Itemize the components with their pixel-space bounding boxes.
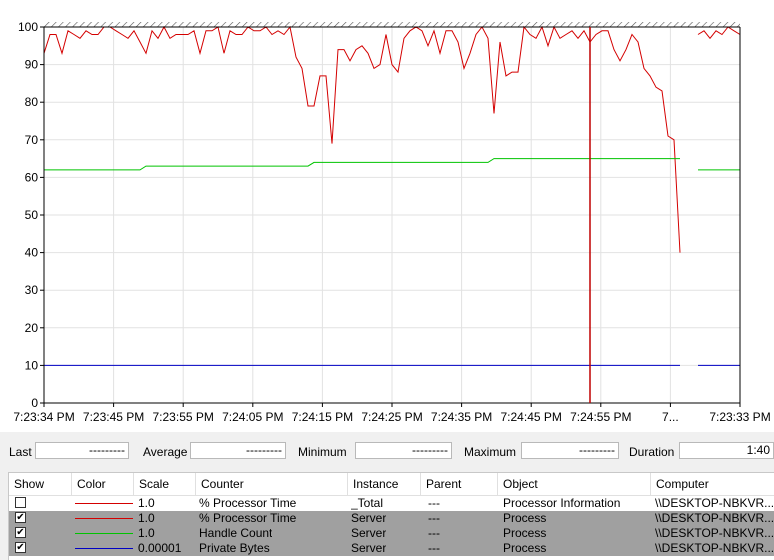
y-tick-label: 90 xyxy=(25,58,39,72)
column-header-instance[interactable]: Instance xyxy=(348,473,421,495)
table-row[interactable]: ✔ 1.0 Handle Count Server --- Process \\DESKTO… xyxy=(9,526,774,541)
color-swatch xyxy=(75,533,133,534)
x-tick-label: 7:23:45 PM xyxy=(83,410,144,424)
x-tick-label: 7:24:15 PM xyxy=(292,410,353,424)
show-checkbox[interactable]: ✔ xyxy=(15,542,26,553)
table-header: Show Color Scale Counter Instance Parent… xyxy=(9,473,774,496)
cell-object: Processor Information xyxy=(503,496,621,510)
x-tick-label: 7:24:25 PM xyxy=(361,410,422,424)
counter-legend-table[interactable]: Show Color Scale Counter Instance Parent… xyxy=(8,472,774,560)
column-header-object[interactable]: Object xyxy=(498,473,651,495)
cell-counter: % Processor Time xyxy=(199,496,297,510)
cell-object: Process xyxy=(503,511,547,525)
cell-parent: --- xyxy=(428,526,440,540)
column-header-show[interactable]: Show xyxy=(9,473,72,495)
cell-computer: \\DESKTOP-NBKVR... xyxy=(655,541,774,555)
y-tick-label: 0 xyxy=(31,396,38,410)
x-axis-ticks: 7:23:34 PM 7:23:45 PM 7:23:55 PM 7:24:05 PM… xyxy=(13,403,771,424)
cell-object: Process xyxy=(503,526,547,540)
y-tick-label: 40 xyxy=(25,246,39,260)
x-tick-label: 7:23:34 PM xyxy=(13,410,74,424)
cell-counter: Private Bytes xyxy=(199,541,270,555)
maximum-label: Maximum xyxy=(464,445,517,459)
overflow-hatch xyxy=(44,22,740,27)
cell-instance: _Total xyxy=(351,496,384,510)
y-tick-label: 100 xyxy=(18,20,38,34)
cell-instance: Server xyxy=(351,541,387,555)
last-label: Last xyxy=(9,445,32,459)
cell-counter: % Processor Time xyxy=(199,511,297,525)
show-checkbox[interactable] xyxy=(15,497,26,508)
statistics-bar: Last --------- Average --------- Minimum… xyxy=(0,438,774,466)
average-value: --------- xyxy=(190,442,286,459)
cell-object: Process xyxy=(503,541,547,555)
table-row[interactable]: 1.0 % Processor Time _Total --- Processor In… xyxy=(9,496,774,511)
last-value: --------- xyxy=(35,442,129,459)
column-header-parent[interactable]: Parent xyxy=(421,473,498,495)
y-tick-label: 50 xyxy=(25,208,39,222)
column-header-counter[interactable]: Counter xyxy=(196,473,348,495)
chart-gridlines xyxy=(44,27,740,403)
cell-computer: \\DESKTOP-NBKVR... xyxy=(655,511,774,525)
series-line xyxy=(43,25,681,253)
minimum-value: --------- xyxy=(355,442,452,459)
column-header-scale[interactable]: Scale xyxy=(134,473,196,495)
show-checkbox[interactable]: ✔ xyxy=(15,512,26,523)
y-tick-label: 80 xyxy=(25,95,39,109)
y-tick-label: 20 xyxy=(25,321,39,335)
x-tick-label: 7:23:55 PM xyxy=(153,410,214,424)
table-row[interactable]: ✔ 1.0 % Processor Time Server --- Process \\DE… xyxy=(9,511,774,526)
y-tick-label: 10 xyxy=(25,358,39,372)
x-tick-label: 7:24:35 PM xyxy=(431,410,492,424)
series-line xyxy=(44,158,680,171)
cell-computer: \\DESKTOP-NBKVR... xyxy=(655,526,774,540)
table-row[interactable]: ✔ 0.00001 Private Bytes Server --- Process \\D… xyxy=(9,541,774,556)
cell-counter: Handle Count xyxy=(199,526,273,540)
show-checkbox[interactable]: ✔ xyxy=(15,527,26,538)
table-body: 1.0 % Processor Time _Total --- Processor In… xyxy=(9,496,774,556)
cell-scale: 0.00001 xyxy=(138,541,182,555)
cell-scale: 1.0 xyxy=(138,511,155,525)
x-tick-label: 7:23:33 PM xyxy=(709,410,770,424)
cell-parent: --- xyxy=(428,541,440,555)
y-tick-label: 30 xyxy=(25,283,39,297)
x-tick-label: 7:24:45 PM xyxy=(501,410,562,424)
duration-value: 1:40 xyxy=(679,442,774,459)
chart-series xyxy=(43,25,741,366)
cell-instance: Server xyxy=(351,511,387,525)
cell-parent: --- xyxy=(428,511,440,525)
cell-instance: Server xyxy=(351,526,387,540)
x-tick-label: 7... xyxy=(662,410,679,424)
duration-label: Duration xyxy=(629,445,675,459)
y-tick-label: 70 xyxy=(25,133,39,147)
maximum-value: --------- xyxy=(521,442,619,459)
cell-parent: --- xyxy=(428,496,440,510)
color-swatch xyxy=(75,518,133,519)
cell-computer: \\DESKTOP-NBKVR... xyxy=(655,496,774,510)
minimum-label: Minimum xyxy=(298,445,347,459)
cell-scale: 1.0 xyxy=(138,526,155,540)
x-tick-label: 7:24:05 PM xyxy=(222,410,283,424)
column-header-color[interactable]: Color xyxy=(72,473,134,495)
x-tick-label: 7:24:55 PM xyxy=(570,410,631,424)
color-swatch xyxy=(75,548,133,549)
column-header-computer[interactable]: Computer xyxy=(651,473,774,495)
color-swatch xyxy=(75,503,133,504)
series-line xyxy=(697,26,741,40)
average-label: Average xyxy=(143,445,188,459)
cell-scale: 1.0 xyxy=(138,496,155,510)
y-tick-label: 60 xyxy=(25,170,39,184)
